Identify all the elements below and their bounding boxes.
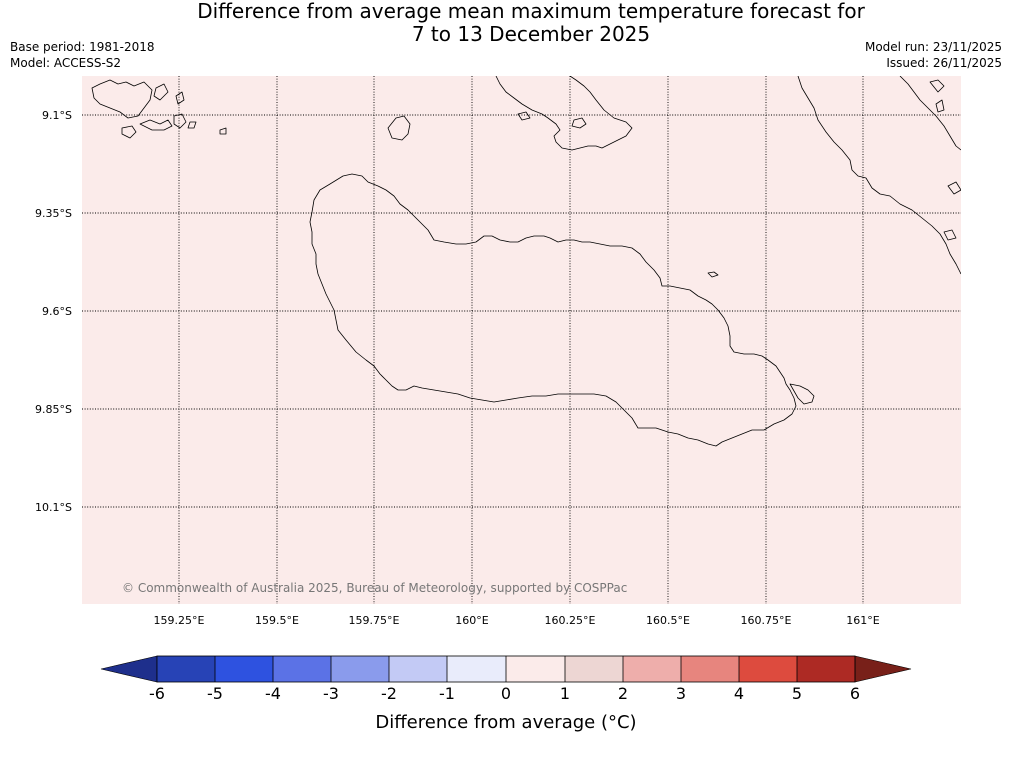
colorbar-segment [506, 656, 565, 682]
islet-coastline [789, 383, 815, 405]
lon-label: 159.25°E [154, 614, 205, 627]
lon-label: 160.75°E [741, 614, 792, 627]
colorbar-segment [681, 656, 739, 682]
colorbar-segment [565, 656, 623, 682]
colorbar-tick-label: 0 [501, 684, 511, 703]
longitude-labels: 159.25°E 159.5°E 159.75°E 160°E 160.25°E… [154, 614, 880, 627]
graticule [82, 76, 961, 604]
colorbar-tick-label: 6 [850, 684, 860, 703]
colorbar-extend-high [854, 655, 912, 683]
russell-islet [187, 121, 197, 129]
meta-left: Base period: 1981-2018 Model: ACCESS-S2 [10, 39, 155, 71]
malaita-islet [947, 181, 961, 195]
russell-islet [173, 113, 187, 129]
guadalcanal-coastline [309, 173, 797, 447]
russell-islet [139, 119, 173, 131]
colorbar-tick-label: -3 [323, 684, 339, 703]
coastlines [91, 76, 961, 447]
colorbar-tick-label: 1 [560, 684, 570, 703]
base-period-label: Base period: 1981-2018 [10, 40, 155, 54]
title-line-2: 7 to 13 December 2025 [411, 22, 651, 46]
colorbar-tick-label: -4 [265, 684, 281, 703]
lat-label: 9.1°S [42, 109, 72, 122]
colorbar-ticks: -6 -5 -4 -3 -2 -1 0 1 2 3 4 5 6 [149, 684, 860, 703]
title-line-1: Difference from average mean maximum tem… [197, 0, 865, 23]
colorbar-tick-label: 2 [618, 684, 628, 703]
russell-islet [219, 127, 227, 135]
colorbar-extend-low [100, 655, 158, 683]
russell-islet [121, 125, 137, 139]
malaita-islet [929, 79, 945, 93]
lat-label: 9.6°S [42, 305, 72, 318]
nggela-islet [571, 117, 587, 129]
colorbar-tick-label: -6 [149, 684, 165, 703]
colorbar-tick-label: -5 [207, 684, 223, 703]
russell-islands-coastline [91, 79, 153, 119]
lat-label: 9.35°S [35, 207, 72, 220]
lon-label: 160°E [455, 614, 488, 627]
issued-label: Issued: 26/11/2025 [886, 56, 1002, 70]
colorbar-segment [623, 656, 681, 682]
lat-label: 9.85°S [35, 403, 72, 416]
lon-label: 159.5°E [255, 614, 299, 627]
lon-label: 161°E [846, 614, 879, 627]
colorbar-segment [273, 656, 331, 682]
colorbar-tick-label: 3 [676, 684, 686, 703]
lon-label: 159.75°E [349, 614, 400, 627]
colorbar-segment [331, 656, 389, 682]
meta-right: Model run: 23/11/2025 Issued: 26/11/2025 [865, 39, 1002, 71]
colorbar-dividers [214, 656, 798, 682]
colorbar-tick-label: -2 [381, 684, 397, 703]
copyright-notice: © Commonwealth of Australia 2025, Bureau… [122, 581, 627, 595]
model-label: Model: ACCESS-S2 [10, 56, 122, 70]
malaita-islet [935, 99, 945, 113]
map-title: Difference from average mean maximum tem… [0, 0, 1011, 46]
colorbar-segment [739, 656, 797, 682]
colorbar-segment [157, 656, 215, 682]
russell-islet [153, 83, 169, 101]
malaita-coastline-north [899, 76, 961, 151]
model-run-label: Model run: 23/11/2025 [864, 40, 1002, 54]
russell-islet [175, 91, 185, 105]
map-background [82, 76, 961, 604]
colorbar-segment [215, 656, 273, 682]
colorbar-segment [389, 656, 447, 682]
colorbar-segment [447, 656, 506, 682]
colorbar-tick-label: -1 [439, 684, 455, 703]
malaita-coastline [797, 76, 961, 275]
colorbar [100, 655, 912, 683]
lon-label: 160.25°E [545, 614, 596, 627]
lat-label: 10.1°S [35, 501, 72, 514]
lon-label: 160.5°E [646, 614, 690, 627]
colorbar-title: Difference from average (°C) [375, 712, 636, 733]
colorbar-segment [797, 656, 855, 682]
latitude-labels: 9.1°S 9.35°S 9.6°S 9.85°S 10.1°S [35, 109, 72, 514]
colorbar-tick-label: 4 [734, 684, 744, 703]
malaita-islet [943, 229, 957, 241]
savo-island-coastline [387, 115, 411, 141]
nggela-islet [517, 111, 531, 121]
colorbar-tick-label: 5 [792, 684, 802, 703]
florida-islands-coastline [495, 76, 633, 151]
islet-coastline [707, 271, 719, 278]
